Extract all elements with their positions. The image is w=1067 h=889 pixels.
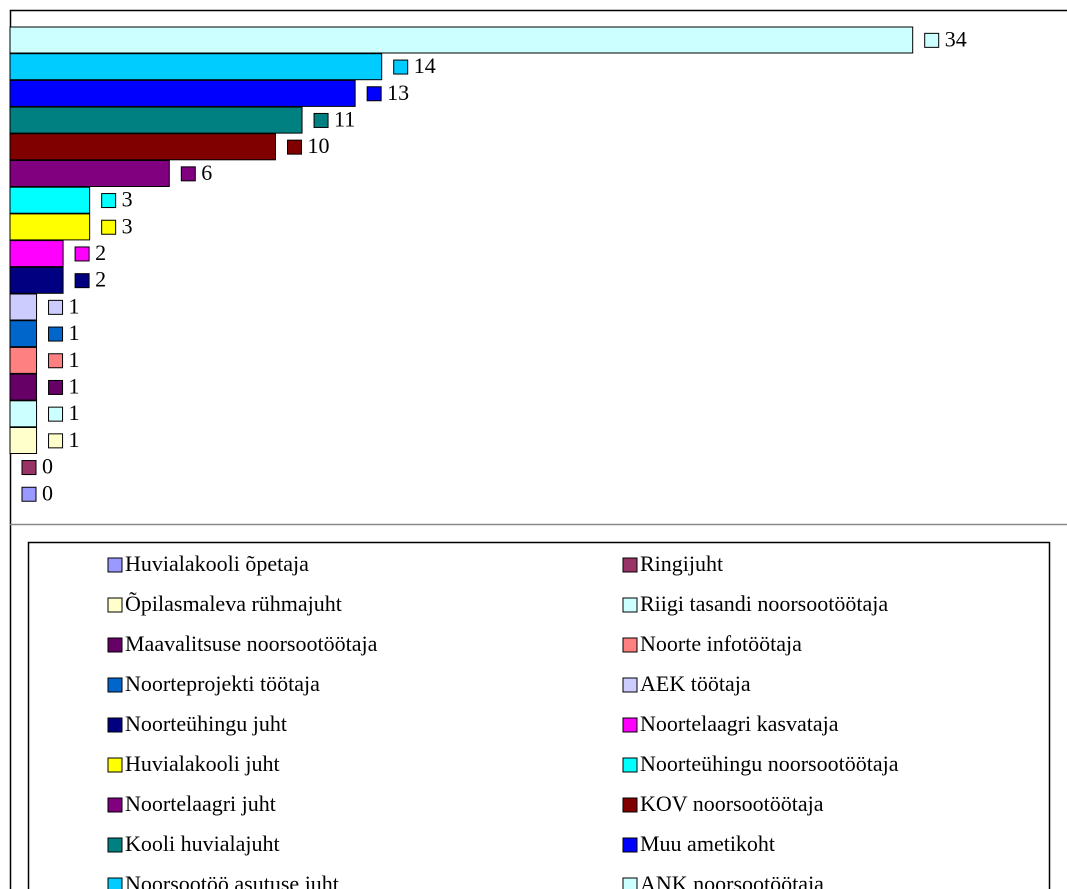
label-swatch [21, 460, 37, 476]
label-swatch [101, 193, 117, 209]
legend-label: ANK noorsootöötaja [640, 871, 824, 889]
data-label: 1 [69, 293, 80, 318]
legend-swatch [107, 637, 123, 653]
bar [9, 400, 38, 428]
legend-swatch [107, 677, 123, 693]
legend-label: Noorte infotöötaja [640, 631, 802, 656]
data-label: 3 [122, 213, 133, 238]
label-swatch [48, 406, 64, 422]
data-label: 3 [122, 187, 133, 212]
bar [9, 346, 38, 374]
data-label: 1 [69, 347, 80, 372]
label-swatch [21, 486, 37, 502]
legend-swatch [622, 677, 638, 693]
legend-label: Muu ametikoht [640, 831, 775, 856]
legend-label: Noorteühingu noorsootöötaja [640, 751, 899, 776]
legend-swatch [107, 757, 123, 773]
legend-label: Noorteühingu juht [125, 711, 287, 736]
legend-label: Huvialakooli õpetaja [125, 551, 309, 576]
legend-label: KOV noorsootöötaja [640, 791, 824, 816]
data-label: 34 [945, 26, 967, 51]
bar [9, 160, 170, 187]
bar [9, 213, 91, 241]
label-swatch [101, 219, 117, 235]
data-label: 0 [42, 480, 53, 505]
legend-swatch [622, 717, 638, 733]
bar [9, 186, 91, 214]
bar [9, 133, 276, 161]
data-label: 1 [69, 320, 80, 345]
bar [9, 266, 64, 294]
data-label: 1 [69, 373, 80, 398]
bar [9, 79, 356, 107]
legend-label: Huvialakooli juht [125, 751, 280, 776]
bar [9, 427, 38, 454]
legend-label: Õpilasmaleva rühmajuht [125, 591, 342, 616]
data-label: 0 [42, 454, 53, 479]
label-swatch [366, 86, 382, 102]
bar [9, 106, 303, 134]
legend-swatch [622, 637, 638, 653]
legend-label: Noorsootöö asutuse juht [125, 871, 339, 889]
legend-swatch [107, 597, 123, 613]
data-label: 10 [308, 133, 330, 158]
label-swatch [48, 353, 64, 369]
label-swatch [74, 246, 90, 262]
data-label: 11 [334, 106, 355, 131]
legend-label: Ringijuht [640, 551, 723, 576]
label-swatch [180, 166, 196, 182]
legend-box [27, 541, 1051, 889]
data-label: 1 [69, 427, 80, 452]
data-label: 13 [387, 80, 409, 105]
bar [9, 240, 64, 268]
legend-label: Noortelaagri juht [125, 791, 276, 816]
label-swatch [287, 139, 302, 155]
legend-swatch [622, 837, 638, 853]
data-label: 2 [95, 267, 106, 292]
data-label: 2 [95, 240, 106, 265]
label-swatch [48, 433, 64, 449]
legend-label: AEK töötaja [640, 671, 751, 696]
legend-label: Riigi tasandi noorsootöötaja [640, 591, 888, 616]
label-swatch [924, 32, 940, 48]
data-label: 6 [201, 160, 212, 185]
legend-swatch [622, 757, 638, 773]
data-label: 1 [69, 400, 80, 425]
legend-swatch [107, 557, 123, 573]
legend-label: Noortelaagri kasvataja [640, 711, 839, 736]
bar [9, 293, 38, 321]
label-swatch [393, 59, 409, 75]
label-swatch [48, 299, 64, 315]
legend-swatch [107, 837, 123, 853]
legend-swatch [107, 877, 123, 889]
label-swatch [313, 112, 329, 128]
legend-label: Noorteprojekti töötaja [125, 671, 320, 696]
legend-label: Kooli huvialajuht [125, 831, 280, 856]
bar [9, 53, 383, 81]
legend-swatch [622, 797, 638, 813]
data-label: 14 [414, 53, 436, 78]
bar [9, 26, 914, 54]
bar [9, 373, 38, 401]
legend-swatch [622, 877, 638, 889]
legend-swatch [622, 557, 638, 573]
legend-swatch [107, 797, 123, 813]
legend-swatch [622, 597, 638, 613]
label-swatch [74, 273, 90, 289]
bar [9, 320, 38, 348]
legend-label: Maavalitsuse noorsootöötaja [125, 631, 378, 656]
legend-swatch [107, 717, 123, 733]
label-swatch [48, 326, 64, 342]
label-swatch [48, 379, 64, 395]
